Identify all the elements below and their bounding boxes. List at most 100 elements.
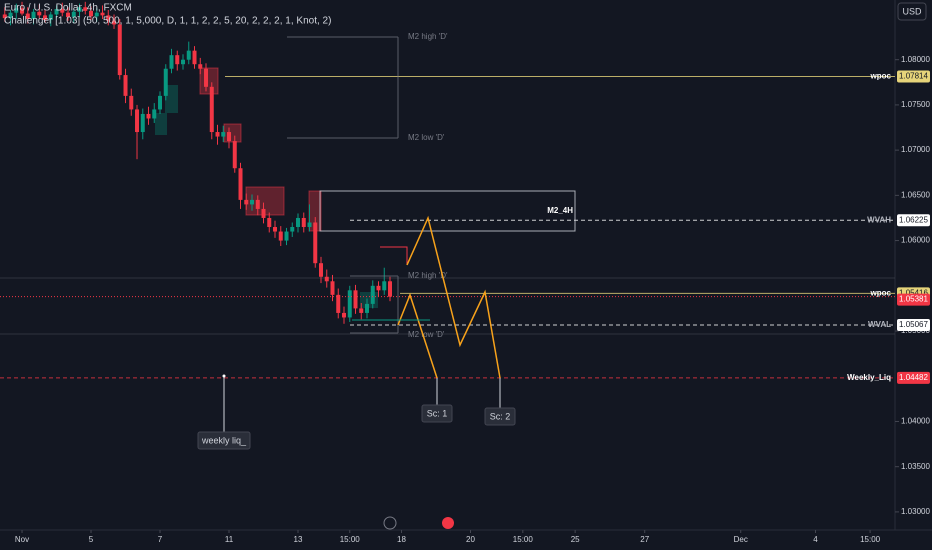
candle-body [273,227,278,232]
sc-label: Sc: 1 [427,408,448,418]
indicator-title: Challenger [1.03] (50, 500, 1, 5,000, D,… [4,16,331,27]
candle-body [296,217,301,228]
candle-body [204,68,209,87]
sc-box [484,407,516,426]
candle-body [2,14,7,19]
candle-body [66,12,71,18]
pointer-dot [222,374,226,378]
candle-body [123,75,128,96]
liq-box [197,431,251,450]
candle-body [14,8,19,13]
sc-label: Sc: 2 [490,411,511,421]
candle-body [8,12,13,19]
candle-body [301,217,306,228]
candle-body [83,7,88,11]
y-tick-label: 1.07000 [901,145,930,154]
candle-body [324,276,329,282]
order-block [199,67,219,95]
candle-body [215,132,220,137]
y-tick-label: 1.07500 [901,100,930,109]
candle-body [43,15,48,20]
x-tick-label: 27 [640,535,649,544]
event-icon[interactable] [442,517,454,529]
candle-body [227,132,232,142]
candle-body [89,10,94,17]
y-tick-label: 1.03000 [901,507,930,516]
x-tick-label: 18 [397,535,406,544]
candle-body [94,12,99,17]
level-name: WVAL [868,320,891,329]
candle-body [129,95,134,110]
candle-body [342,312,347,318]
candle-body [388,281,393,297]
x-tick-label: 15:00 [860,535,881,544]
candle-body [117,24,122,76]
m2-4h-label: M2_4H [547,206,573,215]
candle-body [100,12,105,16]
level-badge [897,371,930,384]
candle-body [382,281,387,291]
y-tick-label: 1.03500 [901,462,930,471]
y-tick-label: 1.08000 [901,55,930,64]
level-name: Weekly_Liq [847,373,891,382]
candle-body [158,95,163,110]
candle-body [106,15,111,21]
candle-body [209,86,214,133]
level-value: 1.07814 [899,72,928,81]
candle-body [319,263,324,277]
candle-body [163,68,168,96]
level-name: wpoc [870,72,892,81]
candle-body [278,231,283,241]
x-tick-label: 5 [89,535,94,544]
currency-button[interactable] [897,2,927,21]
candle-body [175,55,180,65]
price-labels: wpoc 1.07814 WVAH 1.06225 wpoc 1.05416 WVAL 1.0… [847,70,930,384]
candle-body [221,132,226,137]
candle-body [330,281,335,295]
candle-body [365,303,370,313]
candle-body [25,13,30,19]
candle-body [186,50,191,60]
candle-body [169,55,174,69]
x-tick-label: 7 [158,535,163,544]
candle-body [135,109,140,133]
level-value: 1.04482 [899,373,928,382]
x-tick-label: 4 [813,535,818,544]
candle-body [261,208,266,218]
candle-body [140,113,145,133]
m2-low-label: M2 low 'D' [408,133,445,142]
candle-body [238,168,243,200]
y-tick-label: 1.04000 [901,417,930,426]
x-tick-label: 13 [294,535,303,544]
candle-body [376,285,381,291]
candle-body [250,199,255,205]
m2-high-label: M2 high 'D' [408,271,448,280]
level-badge [897,318,930,331]
event-icon[interactable] [383,516,397,530]
candle-body [244,199,249,205]
candle-body [192,50,197,65]
x-tick-label: Nov [15,535,29,544]
candle-body [71,11,76,18]
y-tick-label: 1.06500 [901,190,930,199]
candle-body [232,141,237,169]
candle-body [359,308,364,313]
candle-body [31,11,36,19]
candle-body [336,294,341,313]
sc-box [421,404,453,423]
level-value: 1.06225 [899,215,928,224]
x-tick-label: Dec [734,535,748,544]
annotations: M2 high 'D' M2 low 'D' M2 high 'D' M2 lo… [197,32,576,530]
liq-label: weekly liq_ [201,435,247,445]
candle-body [267,217,272,228]
candle-body [198,64,203,69]
candle-body [255,199,260,209]
scenario-path [380,246,408,265]
demand-block [155,113,167,135]
candle-body [60,9,65,13]
x-tick-label: 25 [571,535,580,544]
x-tick-label: 11 [225,535,234,544]
currency-label[interactable]: USD [902,6,922,16]
